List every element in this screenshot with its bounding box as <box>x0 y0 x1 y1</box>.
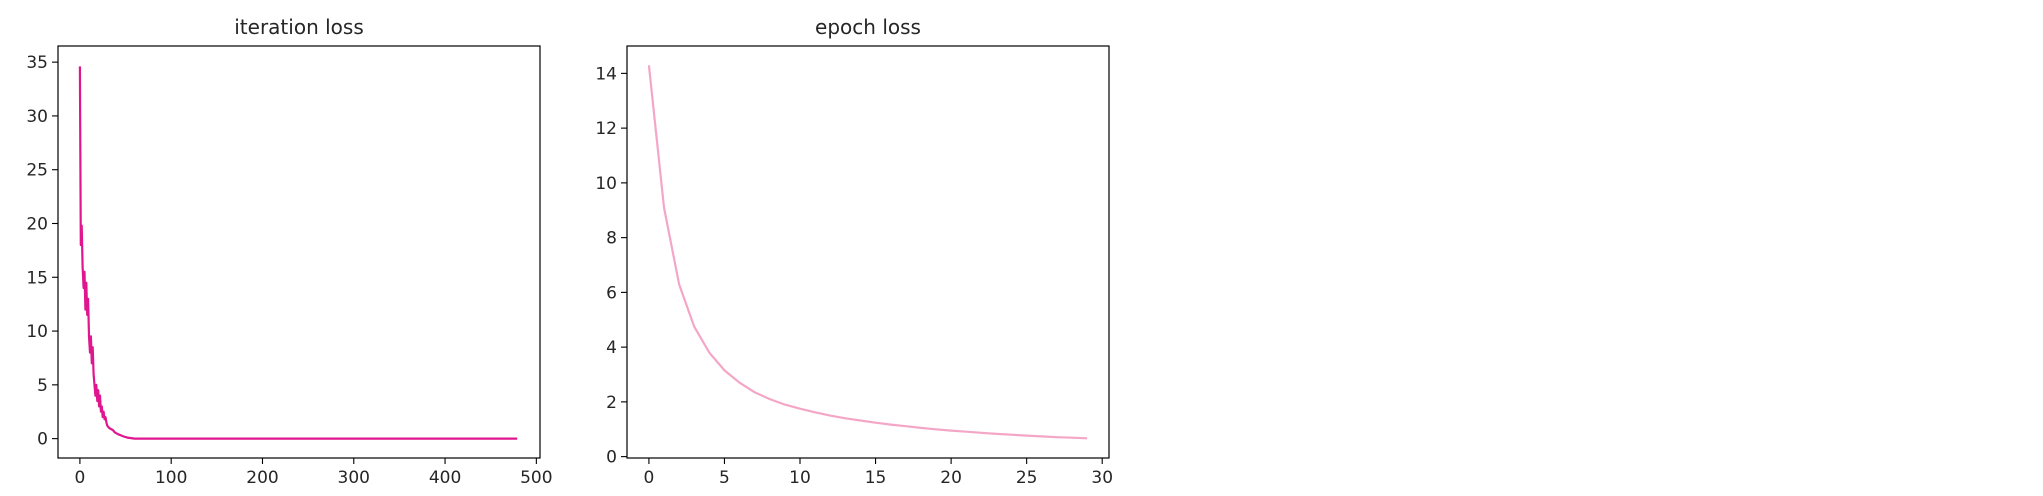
iteration-loss-chart: iteration loss 0 100 200 300 400 500 0 5 10 15 20 25… <box>26 15 552 488</box>
x-tick-label: 500 <box>520 468 552 488</box>
y-tick-label: 10 <box>595 174 617 194</box>
y-tick-label: 8 <box>606 229 617 249</box>
y-tick-label: 6 <box>606 283 617 303</box>
y-tick-label: 15 <box>26 268 48 288</box>
x-tick-label: 25 <box>1016 468 1038 488</box>
x-tick-label: 100 <box>155 468 187 488</box>
y-tick-label: 25 <box>26 161 48 181</box>
x-tick-label: 200 <box>246 468 278 488</box>
x-tick-label: 400 <box>429 468 461 488</box>
y-tick-label: 10 <box>26 322 48 342</box>
epoch-loss-chart: epoch loss 0 5 10 15 20 25 30 0 2 4 6 8 10 12 14 <box>595 15 1113 488</box>
chart-title: epoch loss <box>815 15 921 39</box>
x-tick-label: 10 <box>789 468 811 488</box>
y-tick-label: 4 <box>606 338 617 358</box>
series-line <box>78 66 518 440</box>
plot-frame <box>57 45 541 459</box>
y-tick-label: 20 <box>26 214 48 234</box>
chart-title: iteration loss <box>234 15 363 39</box>
plot-frame <box>626 45 1110 459</box>
x-tick-label: 0 <box>643 468 654 488</box>
y-tick-label: 35 <box>26 53 48 73</box>
x-tick-label: 30 <box>1091 468 1113 488</box>
series-line <box>647 65 1088 440</box>
y-tick-label: 5 <box>37 376 48 396</box>
x-tick-label: 300 <box>338 468 370 488</box>
y-tick-label: 2 <box>606 393 617 413</box>
y-tick-label: 14 <box>595 64 617 84</box>
y-tick-label: 0 <box>606 448 617 468</box>
x-tick-label: 5 <box>719 468 730 488</box>
y-tick-label: 0 <box>37 430 48 450</box>
x-tick-label: 0 <box>74 468 85 488</box>
y-tick-label: 30 <box>26 107 48 127</box>
y-tick-label: 12 <box>595 119 617 139</box>
x-tick-label: 20 <box>940 468 962 488</box>
x-tick-label: 15 <box>865 468 887 488</box>
